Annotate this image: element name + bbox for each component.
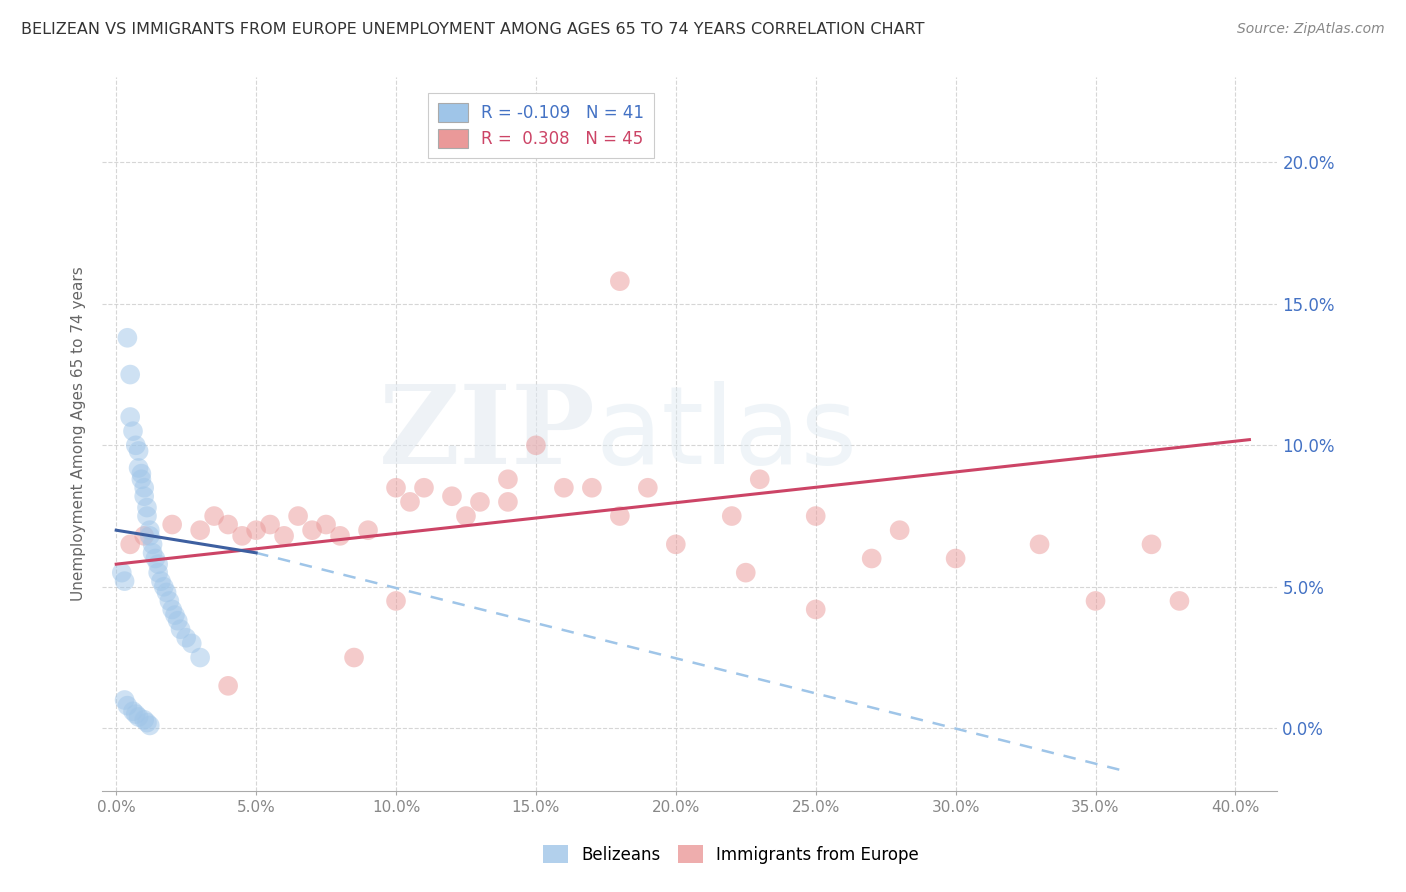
Text: Source: ZipAtlas.com: Source: ZipAtlas.com: [1237, 22, 1385, 37]
Point: [468, 495, 491, 509]
Point: [357, 523, 380, 537]
Point: [157, 594, 180, 608]
Point: [217, 679, 239, 693]
Point: [125, 438, 148, 452]
Point: [496, 472, 519, 486]
Text: atlas: atlas: [596, 381, 858, 487]
Point: [160, 602, 183, 616]
Point: [117, 331, 139, 345]
Point: [122, 704, 145, 718]
Point: [120, 368, 142, 382]
Point: [524, 438, 547, 452]
Point: [748, 472, 770, 486]
Point: [125, 707, 148, 722]
Point: [166, 614, 188, 628]
Point: [149, 574, 172, 588]
Point: [440, 489, 463, 503]
Point: [128, 710, 150, 724]
Point: [128, 461, 150, 475]
Point: [163, 608, 186, 623]
Point: [343, 650, 366, 665]
Point: [142, 537, 165, 551]
Point: [301, 523, 323, 537]
Point: [637, 481, 659, 495]
Point: [146, 557, 169, 571]
Point: [413, 481, 436, 495]
Point: [496, 495, 519, 509]
Point: [131, 472, 153, 486]
Legend: R = -0.109   N = 41, R =  0.308   N = 45: R = -0.109 N = 41, R = 0.308 N = 45: [427, 93, 654, 158]
Point: [273, 529, 295, 543]
Text: ZIP: ZIP: [380, 381, 596, 488]
Point: [385, 594, 408, 608]
Point: [609, 509, 631, 524]
Point: [134, 489, 156, 503]
Point: [114, 693, 136, 707]
Point: [1140, 537, 1163, 551]
Point: [114, 574, 136, 588]
Point: [160, 517, 183, 532]
Point: [734, 566, 756, 580]
Point: [142, 546, 165, 560]
Point: [1168, 594, 1191, 608]
Point: [146, 566, 169, 580]
Point: [136, 715, 159, 730]
Text: BELIZEAN VS IMMIGRANTS FROM EUROPE UNEMPLOYMENT AMONG AGES 65 TO 74 YEARS CORREL: BELIZEAN VS IMMIGRANTS FROM EUROPE UNEMP…: [21, 22, 925, 37]
Point: [1028, 537, 1050, 551]
Legend: Belizeans, Immigrants from Europe: Belizeans, Immigrants from Europe: [537, 838, 925, 871]
Point: [399, 495, 422, 509]
Point: [259, 517, 281, 532]
Point: [134, 529, 156, 543]
Point: [120, 409, 142, 424]
Point: [287, 509, 309, 524]
Point: [152, 580, 174, 594]
Point: [169, 622, 191, 636]
Point: [136, 500, 159, 515]
Point: [665, 537, 688, 551]
Point: [945, 551, 967, 566]
Point: [609, 274, 631, 288]
Point: [117, 698, 139, 713]
Point: [804, 602, 827, 616]
Point: [134, 713, 156, 727]
Point: [720, 509, 742, 524]
Point: [128, 444, 150, 458]
Point: [111, 566, 134, 580]
Point: [804, 509, 827, 524]
Point: [122, 424, 145, 438]
Point: [889, 523, 911, 537]
Point: [134, 481, 156, 495]
Point: [231, 529, 253, 543]
Point: [217, 517, 239, 532]
Point: [139, 718, 162, 732]
Point: [315, 517, 337, 532]
Point: [174, 631, 197, 645]
Point: [136, 509, 159, 524]
Point: [329, 529, 352, 543]
Point: [180, 636, 202, 650]
Point: [860, 551, 883, 566]
Point: [188, 523, 211, 537]
Point: [202, 509, 225, 524]
Point: [454, 509, 477, 524]
Point: [120, 537, 142, 551]
Y-axis label: Unemployment Among Ages 65 to 74 years: Unemployment Among Ages 65 to 74 years: [72, 267, 86, 601]
Point: [553, 481, 575, 495]
Point: [385, 481, 408, 495]
Point: [581, 481, 603, 495]
Point: [131, 467, 153, 481]
Point: [1084, 594, 1107, 608]
Point: [139, 523, 162, 537]
Point: [145, 551, 167, 566]
Point: [245, 523, 267, 537]
Point: [139, 529, 162, 543]
Point: [188, 650, 211, 665]
Point: [155, 585, 177, 599]
